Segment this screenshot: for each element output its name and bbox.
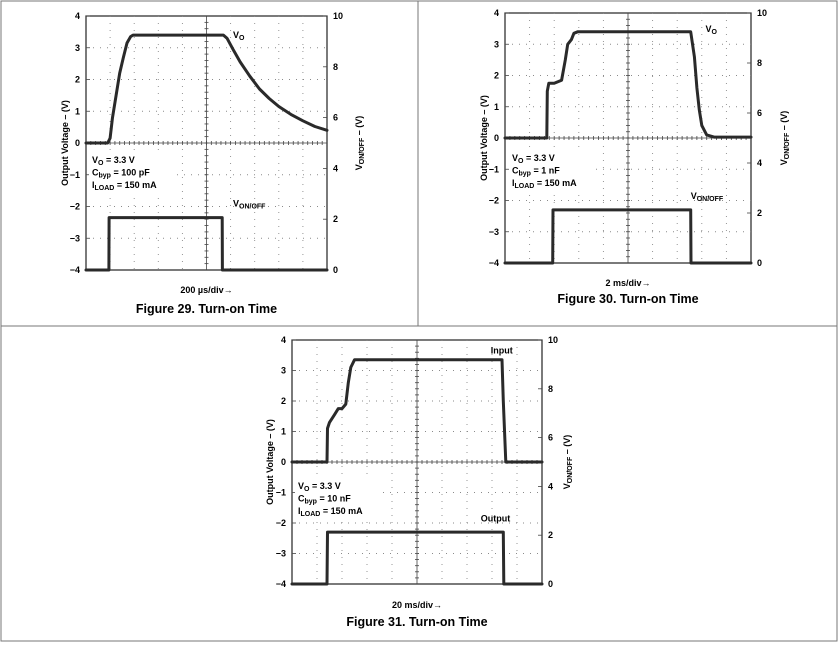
y-tick-label: 4 xyxy=(75,11,80,21)
y-tick-label: 4 xyxy=(281,335,286,345)
condition-line: Cbyp = 1 nF xyxy=(512,166,560,178)
y-tick-label: 1 xyxy=(75,106,80,116)
y-axis-label: Output Voltage – (V) xyxy=(60,100,70,186)
y-tick-label: −2 xyxy=(489,196,499,206)
series-label: Output xyxy=(481,513,511,523)
y-right-tick-label: 10 xyxy=(333,11,343,21)
y-right-axis-label: VON/OFF – (V) xyxy=(779,111,791,165)
y-tick-label: −4 xyxy=(276,579,286,589)
y-right-tick-label: 10 xyxy=(757,8,767,18)
y-right-tick-label: 6 xyxy=(333,113,338,123)
y-tick-label: 2 xyxy=(75,75,80,85)
y-tick-label: 1 xyxy=(281,427,286,437)
condition-line: Cbyp = 10 nF xyxy=(298,494,351,506)
y-tick-label: −3 xyxy=(70,233,80,243)
series-label: VO xyxy=(705,24,717,36)
y-tick-label: −3 xyxy=(276,549,286,559)
series-trace-2 xyxy=(84,216,329,272)
y-tick-label: −1 xyxy=(70,170,80,180)
condition-line: ILOAD = 150 mA xyxy=(298,506,363,518)
y-right-tick-label: 6 xyxy=(757,108,762,118)
y-right-tick-label: 6 xyxy=(548,433,553,443)
x-axis-label: 2 ms/div→ xyxy=(605,278,650,288)
y-right-tick-label: 10 xyxy=(548,335,558,345)
y-right-tick-label: 2 xyxy=(548,530,553,540)
y-tick-label: −1 xyxy=(489,164,499,174)
y-right-tick-label: 0 xyxy=(333,265,338,275)
series-trace-2 xyxy=(503,208,753,265)
condition-line: VO = 3.3 V xyxy=(92,155,135,167)
y-tick-label: −3 xyxy=(489,227,499,237)
y-right-tick-label: 2 xyxy=(333,214,338,224)
y-right-tick-label: 8 xyxy=(548,384,553,394)
y-right-tick-label: 4 xyxy=(757,158,762,168)
y-tick-label: 4 xyxy=(494,8,499,18)
condition-line: VO = 3.3 V xyxy=(298,481,341,493)
y-right-axis-label: VON/OFF – (V) xyxy=(562,435,574,489)
y-axis-label: Output Voltage – (V) xyxy=(479,95,489,181)
condition-line: VO = 3.3 V xyxy=(512,153,555,165)
series-label: VON/OFF xyxy=(691,191,724,203)
series-trace-1 xyxy=(290,358,544,464)
condition-line: ILOAD = 150 mA xyxy=(512,178,577,190)
conditions-background xyxy=(295,480,377,518)
y-right-tick-label: 0 xyxy=(757,258,762,268)
x-axis-label: 20 ms/div→ xyxy=(392,600,442,610)
series-trace-1 xyxy=(503,30,753,140)
y-right-tick-label: 0 xyxy=(548,579,553,589)
x-axis-label: 200 µs/div→ xyxy=(180,285,232,295)
series-label: VON/OFF xyxy=(233,199,266,211)
y-tick-label: 1 xyxy=(494,102,499,112)
series-trace-2 xyxy=(290,530,544,586)
y-tick-label: 0 xyxy=(75,138,80,148)
y-tick-label: −4 xyxy=(489,258,499,268)
figure-title: Figure 30. Turn-on Time xyxy=(557,292,698,306)
y-tick-label: 3 xyxy=(494,39,499,49)
y-tick-label: −1 xyxy=(276,488,286,498)
series-label: Input xyxy=(491,346,513,356)
y-axis-label: Output Voltage – (V) xyxy=(265,419,275,505)
grid xyxy=(292,339,542,585)
y-tick-label: −2 xyxy=(70,202,80,212)
y-right-tick-label: 4 xyxy=(333,163,338,173)
series-trace-1 xyxy=(84,33,329,145)
y-tick-label: 2 xyxy=(281,396,286,406)
condition-line: ILOAD = 150 mA xyxy=(92,180,157,192)
y-tick-label: 0 xyxy=(281,457,286,467)
y-tick-label: 2 xyxy=(494,71,499,81)
figure-title: Figure 31. Turn-on Time xyxy=(346,615,487,629)
y-tick-label: 3 xyxy=(75,43,80,53)
y-tick-label: −4 xyxy=(70,265,80,275)
condition-line: Cbyp = 100 pF xyxy=(92,168,150,180)
grid xyxy=(86,15,327,271)
y-right-tick-label: 2 xyxy=(757,208,762,218)
y-tick-label: −2 xyxy=(276,518,286,528)
y-right-tick-label: 8 xyxy=(757,58,762,68)
y-right-axis-label: VON/OFF – (V) xyxy=(354,116,366,170)
y-tick-label: 3 xyxy=(281,366,286,376)
conditions-background xyxy=(89,154,171,192)
y-right-tick-label: 8 xyxy=(333,62,338,72)
conditions-background xyxy=(509,152,591,190)
y-right-tick-label: 4 xyxy=(548,481,553,491)
figure-title: Figure 29. Turn-on Time xyxy=(136,302,277,316)
y-tick-label: 0 xyxy=(494,133,499,143)
series-label: VO xyxy=(233,30,245,42)
